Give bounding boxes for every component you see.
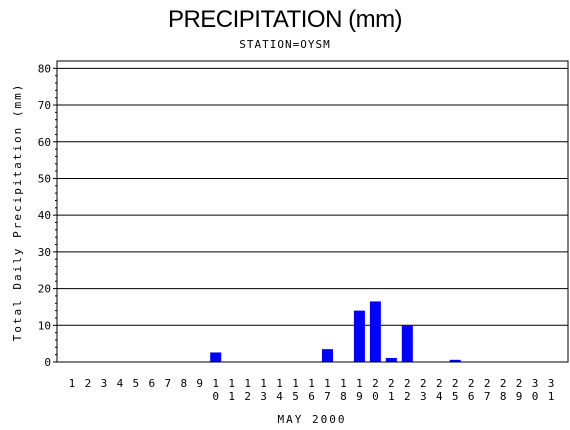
plot-frame [56,60,569,363]
x-tick-label: 6 [149,377,156,390]
y-tick-label: 60 [38,136,51,149]
y-tick-label: 50 [38,172,51,185]
y-tick-label: 20 [38,283,51,296]
x-tick-label: 4 [117,377,124,390]
y-tick-label: 30 [38,246,51,259]
chart-title: PRECIPITATION (mm) [167,6,403,33]
y-tick-label: 80 [38,62,51,75]
bar [385,357,397,362]
x-tick-label: 7 [164,377,171,390]
bar [321,349,333,362]
bar [210,352,222,362]
bar [449,359,461,362]
y-tick-label: 40 [38,209,51,222]
x-tick-label: 2 [85,377,92,390]
x-axis: 1 2 3 4 5 6 7 8 9 1 01 11 21 31 41 51 61 71 81 92 02 12 22 32 42… [69,377,555,403]
x-tick-label: 9 [196,377,203,390]
y-tick-label: 0 [44,356,51,369]
x-tick-label: 5 [133,377,140,390]
bar-series [210,301,461,362]
y-axis: 0 10 20 30 40 50 60 70 80 [38,62,57,369]
grid-lines [57,67,568,326]
y-axis-title: Total Daily Precipitation (mm) [11,83,24,342]
bar [369,301,381,362]
x-axis-title: MAY 2000 [278,413,347,426]
y-tick-label: 70 [38,99,51,112]
chart-subtitle: STATION=OYSM [239,38,331,51]
x-tick-label: 1 [69,377,76,390]
bar [401,325,413,362]
y-tick-label: 10 [38,319,51,332]
x-tick-label: 3 [101,377,108,390]
bar [353,310,365,362]
x-tick-label: 8 [180,377,187,390]
